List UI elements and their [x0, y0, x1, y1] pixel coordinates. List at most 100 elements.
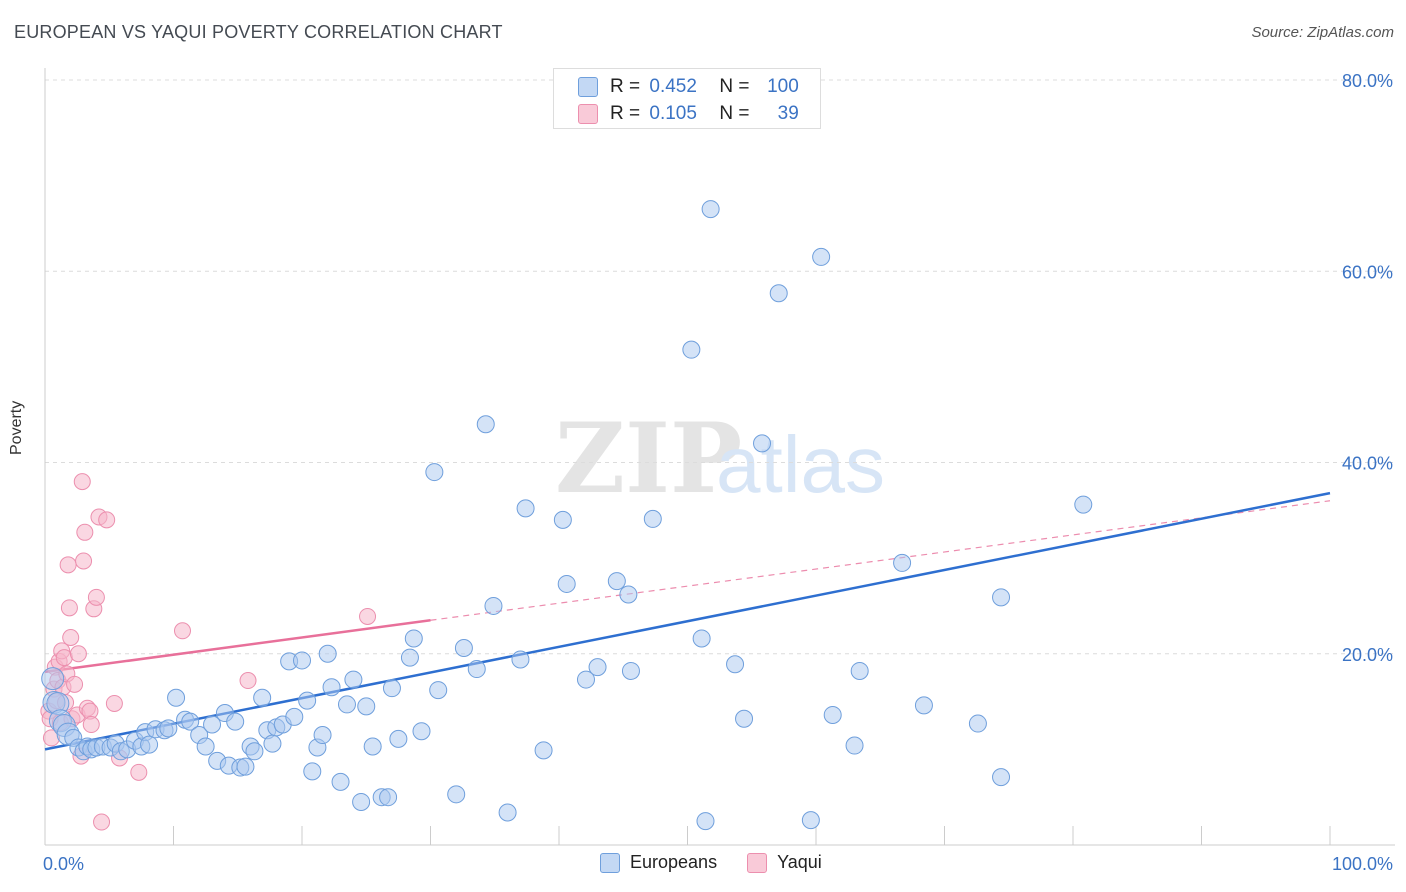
tick-labels: 20.0% 40.0% 60.0% 80.0% 0.0% 100.0%: [43, 71, 1393, 874]
yaqui-point: [75, 552, 93, 570]
europeans-point: [516, 499, 535, 518]
legend-item-europeans: Europeans: [600, 852, 717, 873]
europeans-point: [850, 661, 869, 680]
europeans-point: [303, 762, 322, 781]
europeans-point: [159, 719, 178, 738]
europeans-point: [726, 655, 745, 674]
y-tick-label: 40.0%: [1342, 454, 1393, 474]
yaqui-point: [82, 716, 100, 734]
europeans-point: [253, 688, 272, 707]
gridlines: [45, 79, 1395, 655]
y-tick-label: 80.0%: [1342, 71, 1393, 91]
y-tick-label: 60.0%: [1342, 262, 1393, 282]
europeans-point: [41, 667, 65, 691]
r-value: 0.452: [649, 76, 697, 97]
source-label: Source: ZipAtlas.com: [1251, 24, 1394, 41]
europeans-point: [337, 695, 356, 714]
europeans-point: [914, 696, 933, 715]
europeans-point: [322, 678, 341, 697]
r-label: R =: [610, 103, 641, 124]
series-legend: Europeans Yaqui: [600, 852, 852, 873]
europeans-point: [263, 734, 282, 753]
europeans-point: [352, 792, 371, 811]
europeans-point: [363, 737, 382, 756]
n-value: 100: [767, 76, 799, 97]
correlation-legend: R = 0.452 N = 100 R = 0.105 N = 39: [553, 68, 821, 129]
europeans-point: [484, 596, 503, 615]
europeans-point: [412, 722, 431, 741]
europeans-point: [429, 681, 448, 700]
yaqui-point: [130, 763, 148, 781]
europeans-point: [992, 768, 1011, 787]
legend-swatch-yaqui: [747, 852, 768, 873]
europeans-point: [167, 688, 186, 707]
europeans-point: [769, 284, 788, 303]
europeans-point: [845, 736, 864, 755]
y-axis-title: Poverty: [8, 400, 25, 455]
trend-lines: [44, 491, 1331, 751]
yaqui-point: [173, 622, 191, 640]
x-tick-label: 100.0%: [1332, 854, 1393, 874]
europeans-point: [553, 510, 572, 529]
europeans-point: [447, 785, 466, 804]
yaqui-point: [73, 473, 91, 491]
yaqui-point: [239, 672, 257, 690]
legend-row-europeans: R = 0.452 N = 100: [578, 76, 799, 98]
europeans-point: [298, 691, 317, 710]
n-label: N =: [719, 76, 750, 97]
yaqui-point: [62, 628, 80, 646]
yaqui-point: [76, 523, 94, 541]
europeans-point: [454, 639, 473, 658]
yaqui-trend-extension: [430, 500, 1331, 621]
europeans-point: [425, 463, 444, 482]
europeans-point: [621, 661, 640, 680]
europeans-point: [196, 737, 215, 756]
europeans-point: [692, 629, 711, 648]
europeans-point: [1074, 495, 1093, 514]
europeans-point: [236, 757, 255, 776]
europeans-point: [823, 705, 842, 724]
legend-item-yaqui: Yaqui: [747, 852, 822, 873]
europeans-point: [203, 715, 222, 734]
y-tick-label: 20.0%: [1342, 645, 1393, 665]
yaqui-point: [66, 675, 84, 693]
watermark-zip: ZIP: [555, 402, 742, 515]
legend-label-yaqui: Yaqui: [777, 852, 822, 872]
europeans-point: [331, 772, 350, 791]
europeans-point: [534, 741, 553, 760]
europeans-trend-line: [44, 491, 1331, 751]
yaqui-point: [59, 556, 77, 574]
europeans-point: [607, 572, 626, 591]
europeans-point: [992, 588, 1011, 607]
europeans-point: [701, 200, 720, 219]
legend-row-yaqui: R = 0.105 N = 39: [578, 103, 799, 125]
yaqui-point: [69, 645, 87, 663]
europeans-point: [318, 644, 337, 663]
yaqui-point: [98, 511, 116, 529]
europeans-point: [400, 648, 419, 667]
europeans-point: [893, 553, 912, 572]
yaqui-trend-line: [44, 619, 431, 674]
europeans-point: [619, 585, 638, 604]
europeans-point: [140, 735, 159, 754]
europeans-point: [812, 247, 831, 266]
europeans-point: [313, 726, 332, 745]
europeans-point: [404, 629, 423, 648]
legend-label-europeans: Europeans: [630, 852, 718, 872]
europeans-point: [557, 574, 576, 593]
europeans-point: [389, 729, 408, 748]
yaqui-point: [87, 588, 105, 606]
europeans-point: [476, 415, 495, 434]
europeans-point: [576, 670, 595, 689]
legend-swatch-europeans: [578, 77, 598, 97]
europeans-point: [357, 697, 376, 716]
europeans-point: [735, 709, 754, 728]
europeans-point: [467, 660, 486, 679]
chart-title: EUROPEAN VS YAQUI POVERTY CORRELATION CH…: [14, 22, 503, 42]
europeans-point: [285, 707, 304, 726]
yaqui-point: [359, 607, 377, 625]
europeans-point: [293, 651, 311, 670]
yaqui-point: [55, 649, 73, 667]
r-label: R =: [610, 76, 641, 97]
